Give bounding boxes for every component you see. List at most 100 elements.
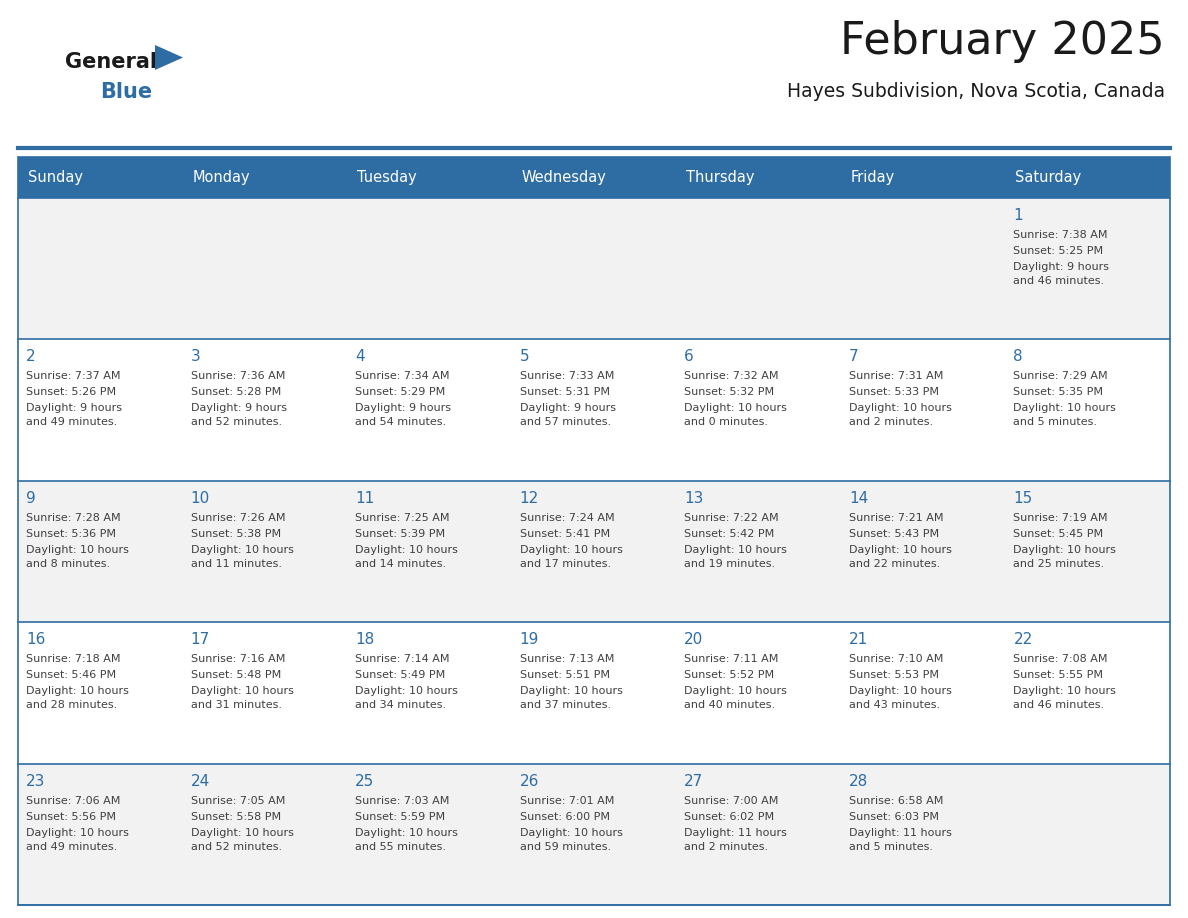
- Text: 2: 2: [26, 350, 36, 364]
- Text: 25: 25: [355, 774, 374, 789]
- Text: and 5 minutes.: and 5 minutes.: [1013, 418, 1098, 428]
- Text: Sunset: 5:58 PM: Sunset: 5:58 PM: [190, 812, 280, 822]
- Text: Sunrise: 7:36 AM: Sunrise: 7:36 AM: [190, 372, 285, 381]
- Text: Daylight: 9 hours: Daylight: 9 hours: [519, 403, 615, 413]
- Text: Sunset: 5:25 PM: Sunset: 5:25 PM: [1013, 246, 1104, 256]
- Bar: [18, 481, 1170, 622]
- Text: 9: 9: [26, 491, 36, 506]
- Text: Thursday: Thursday: [687, 170, 754, 185]
- Text: 5: 5: [519, 350, 530, 364]
- Text: Sunrise: 7:00 AM: Sunrise: 7:00 AM: [684, 796, 778, 806]
- Text: 7: 7: [849, 350, 859, 364]
- Text: Blue: Blue: [100, 82, 152, 102]
- Text: Daylight: 10 hours: Daylight: 10 hours: [355, 828, 459, 837]
- Text: and 46 minutes.: and 46 minutes.: [1013, 276, 1105, 286]
- Text: Sunrise: 7:29 AM: Sunrise: 7:29 AM: [1013, 372, 1108, 381]
- Text: 1: 1: [1013, 208, 1023, 223]
- Text: Daylight: 10 hours: Daylight: 10 hours: [26, 828, 128, 837]
- Text: Daylight: 10 hours: Daylight: 10 hours: [1013, 544, 1117, 554]
- Text: Sunrise: 7:05 AM: Sunrise: 7:05 AM: [190, 796, 285, 806]
- Text: Sunrise: 7:31 AM: Sunrise: 7:31 AM: [849, 372, 943, 381]
- Text: Sunrise: 7:34 AM: Sunrise: 7:34 AM: [355, 372, 449, 381]
- Text: Daylight: 10 hours: Daylight: 10 hours: [190, 544, 293, 554]
- Text: Sunrise: 7:28 AM: Sunrise: 7:28 AM: [26, 513, 121, 522]
- Text: Saturday: Saturday: [1016, 170, 1082, 185]
- Text: Sunrise: 7:13 AM: Sunrise: 7:13 AM: [519, 655, 614, 665]
- Text: Daylight: 10 hours: Daylight: 10 hours: [849, 686, 952, 696]
- Text: 3: 3: [190, 350, 201, 364]
- Text: Daylight: 10 hours: Daylight: 10 hours: [849, 403, 952, 413]
- Text: and 34 minutes.: and 34 minutes.: [355, 700, 447, 711]
- Text: Monday: Monday: [192, 170, 251, 185]
- Text: Sunrise: 7:38 AM: Sunrise: 7:38 AM: [1013, 230, 1108, 240]
- Text: Sunrise: 7:18 AM: Sunrise: 7:18 AM: [26, 655, 120, 665]
- Text: Sunrise: 7:14 AM: Sunrise: 7:14 AM: [355, 655, 449, 665]
- Text: Sunrise: 7:37 AM: Sunrise: 7:37 AM: [26, 372, 120, 381]
- Text: 27: 27: [684, 774, 703, 789]
- Text: and 59 minutes.: and 59 minutes.: [519, 842, 611, 852]
- Text: Sunset: 5:33 PM: Sunset: 5:33 PM: [849, 387, 939, 397]
- Text: and 57 minutes.: and 57 minutes.: [519, 418, 611, 428]
- Bar: [18, 622, 1170, 764]
- Text: General: General: [65, 52, 157, 72]
- Text: and 49 minutes.: and 49 minutes.: [26, 842, 118, 852]
- Text: Sunset: 5:38 PM: Sunset: 5:38 PM: [190, 529, 280, 539]
- Text: Sunset: 5:48 PM: Sunset: 5:48 PM: [190, 670, 280, 680]
- Text: Sunset: 5:26 PM: Sunset: 5:26 PM: [26, 387, 116, 397]
- Text: Wednesday: Wednesday: [522, 170, 607, 185]
- Text: Sunset: 5:39 PM: Sunset: 5:39 PM: [355, 529, 446, 539]
- Text: 18: 18: [355, 633, 374, 647]
- Text: Sunrise: 7:32 AM: Sunrise: 7:32 AM: [684, 372, 779, 381]
- Text: Sunset: 5:45 PM: Sunset: 5:45 PM: [1013, 529, 1104, 539]
- Text: Sunrise: 7:08 AM: Sunrise: 7:08 AM: [1013, 655, 1108, 665]
- Text: 16: 16: [26, 633, 45, 647]
- Text: and 17 minutes.: and 17 minutes.: [519, 559, 611, 569]
- Text: Sunrise: 7:33 AM: Sunrise: 7:33 AM: [519, 372, 614, 381]
- Text: and 25 minutes.: and 25 minutes.: [1013, 559, 1105, 569]
- Text: and 19 minutes.: and 19 minutes.: [684, 559, 776, 569]
- Text: and 2 minutes.: and 2 minutes.: [684, 842, 769, 852]
- Text: 22: 22: [1013, 633, 1032, 647]
- Text: Sunrise: 7:21 AM: Sunrise: 7:21 AM: [849, 513, 943, 522]
- Text: Sunset: 6:03 PM: Sunset: 6:03 PM: [849, 812, 939, 822]
- Text: Daylight: 9 hours: Daylight: 9 hours: [1013, 262, 1110, 272]
- Text: Sunset: 5:28 PM: Sunset: 5:28 PM: [190, 387, 280, 397]
- Text: and 28 minutes.: and 28 minutes.: [26, 700, 118, 711]
- Text: 6: 6: [684, 350, 694, 364]
- Text: Daylight: 10 hours: Daylight: 10 hours: [849, 544, 952, 554]
- Text: 19: 19: [519, 633, 539, 647]
- Text: Daylight: 10 hours: Daylight: 10 hours: [355, 686, 459, 696]
- Text: and 52 minutes.: and 52 minutes.: [190, 418, 282, 428]
- Text: and 54 minutes.: and 54 minutes.: [355, 418, 447, 428]
- Text: 10: 10: [190, 491, 210, 506]
- Text: 20: 20: [684, 633, 703, 647]
- Text: 26: 26: [519, 774, 539, 789]
- Text: Sunset: 5:36 PM: Sunset: 5:36 PM: [26, 529, 116, 539]
- Text: Sunset: 5:59 PM: Sunset: 5:59 PM: [355, 812, 446, 822]
- Text: Sunrise: 7:01 AM: Sunrise: 7:01 AM: [519, 796, 614, 806]
- Text: Sunset: 5:46 PM: Sunset: 5:46 PM: [26, 670, 116, 680]
- Text: and 49 minutes.: and 49 minutes.: [26, 418, 118, 428]
- Text: and 11 minutes.: and 11 minutes.: [190, 559, 282, 569]
- Text: and 14 minutes.: and 14 minutes.: [355, 559, 447, 569]
- Text: and 43 minutes.: and 43 minutes.: [849, 700, 940, 711]
- Polygon shape: [154, 45, 183, 70]
- Text: Daylight: 10 hours: Daylight: 10 hours: [26, 686, 128, 696]
- Text: and 0 minutes.: and 0 minutes.: [684, 418, 769, 428]
- Text: Sunset: 6:02 PM: Sunset: 6:02 PM: [684, 812, 775, 822]
- Text: 15: 15: [1013, 491, 1032, 506]
- Text: Sunset: 5:49 PM: Sunset: 5:49 PM: [355, 670, 446, 680]
- Text: 28: 28: [849, 774, 868, 789]
- Text: 12: 12: [519, 491, 539, 506]
- Text: and 2 minutes.: and 2 minutes.: [849, 418, 933, 428]
- Text: Daylight: 11 hours: Daylight: 11 hours: [849, 828, 952, 837]
- Bar: [18, 157, 1170, 905]
- Text: Sunset: 5:53 PM: Sunset: 5:53 PM: [849, 670, 939, 680]
- Text: Daylight: 9 hours: Daylight: 9 hours: [190, 403, 286, 413]
- Text: Sunrise: 6:58 AM: Sunrise: 6:58 AM: [849, 796, 943, 806]
- Text: Sunset: 5:32 PM: Sunset: 5:32 PM: [684, 387, 775, 397]
- Text: Sunrise: 7:22 AM: Sunrise: 7:22 AM: [684, 513, 779, 522]
- Text: Sunday: Sunday: [29, 170, 83, 185]
- Bar: [18, 340, 1170, 481]
- Text: 8: 8: [1013, 350, 1023, 364]
